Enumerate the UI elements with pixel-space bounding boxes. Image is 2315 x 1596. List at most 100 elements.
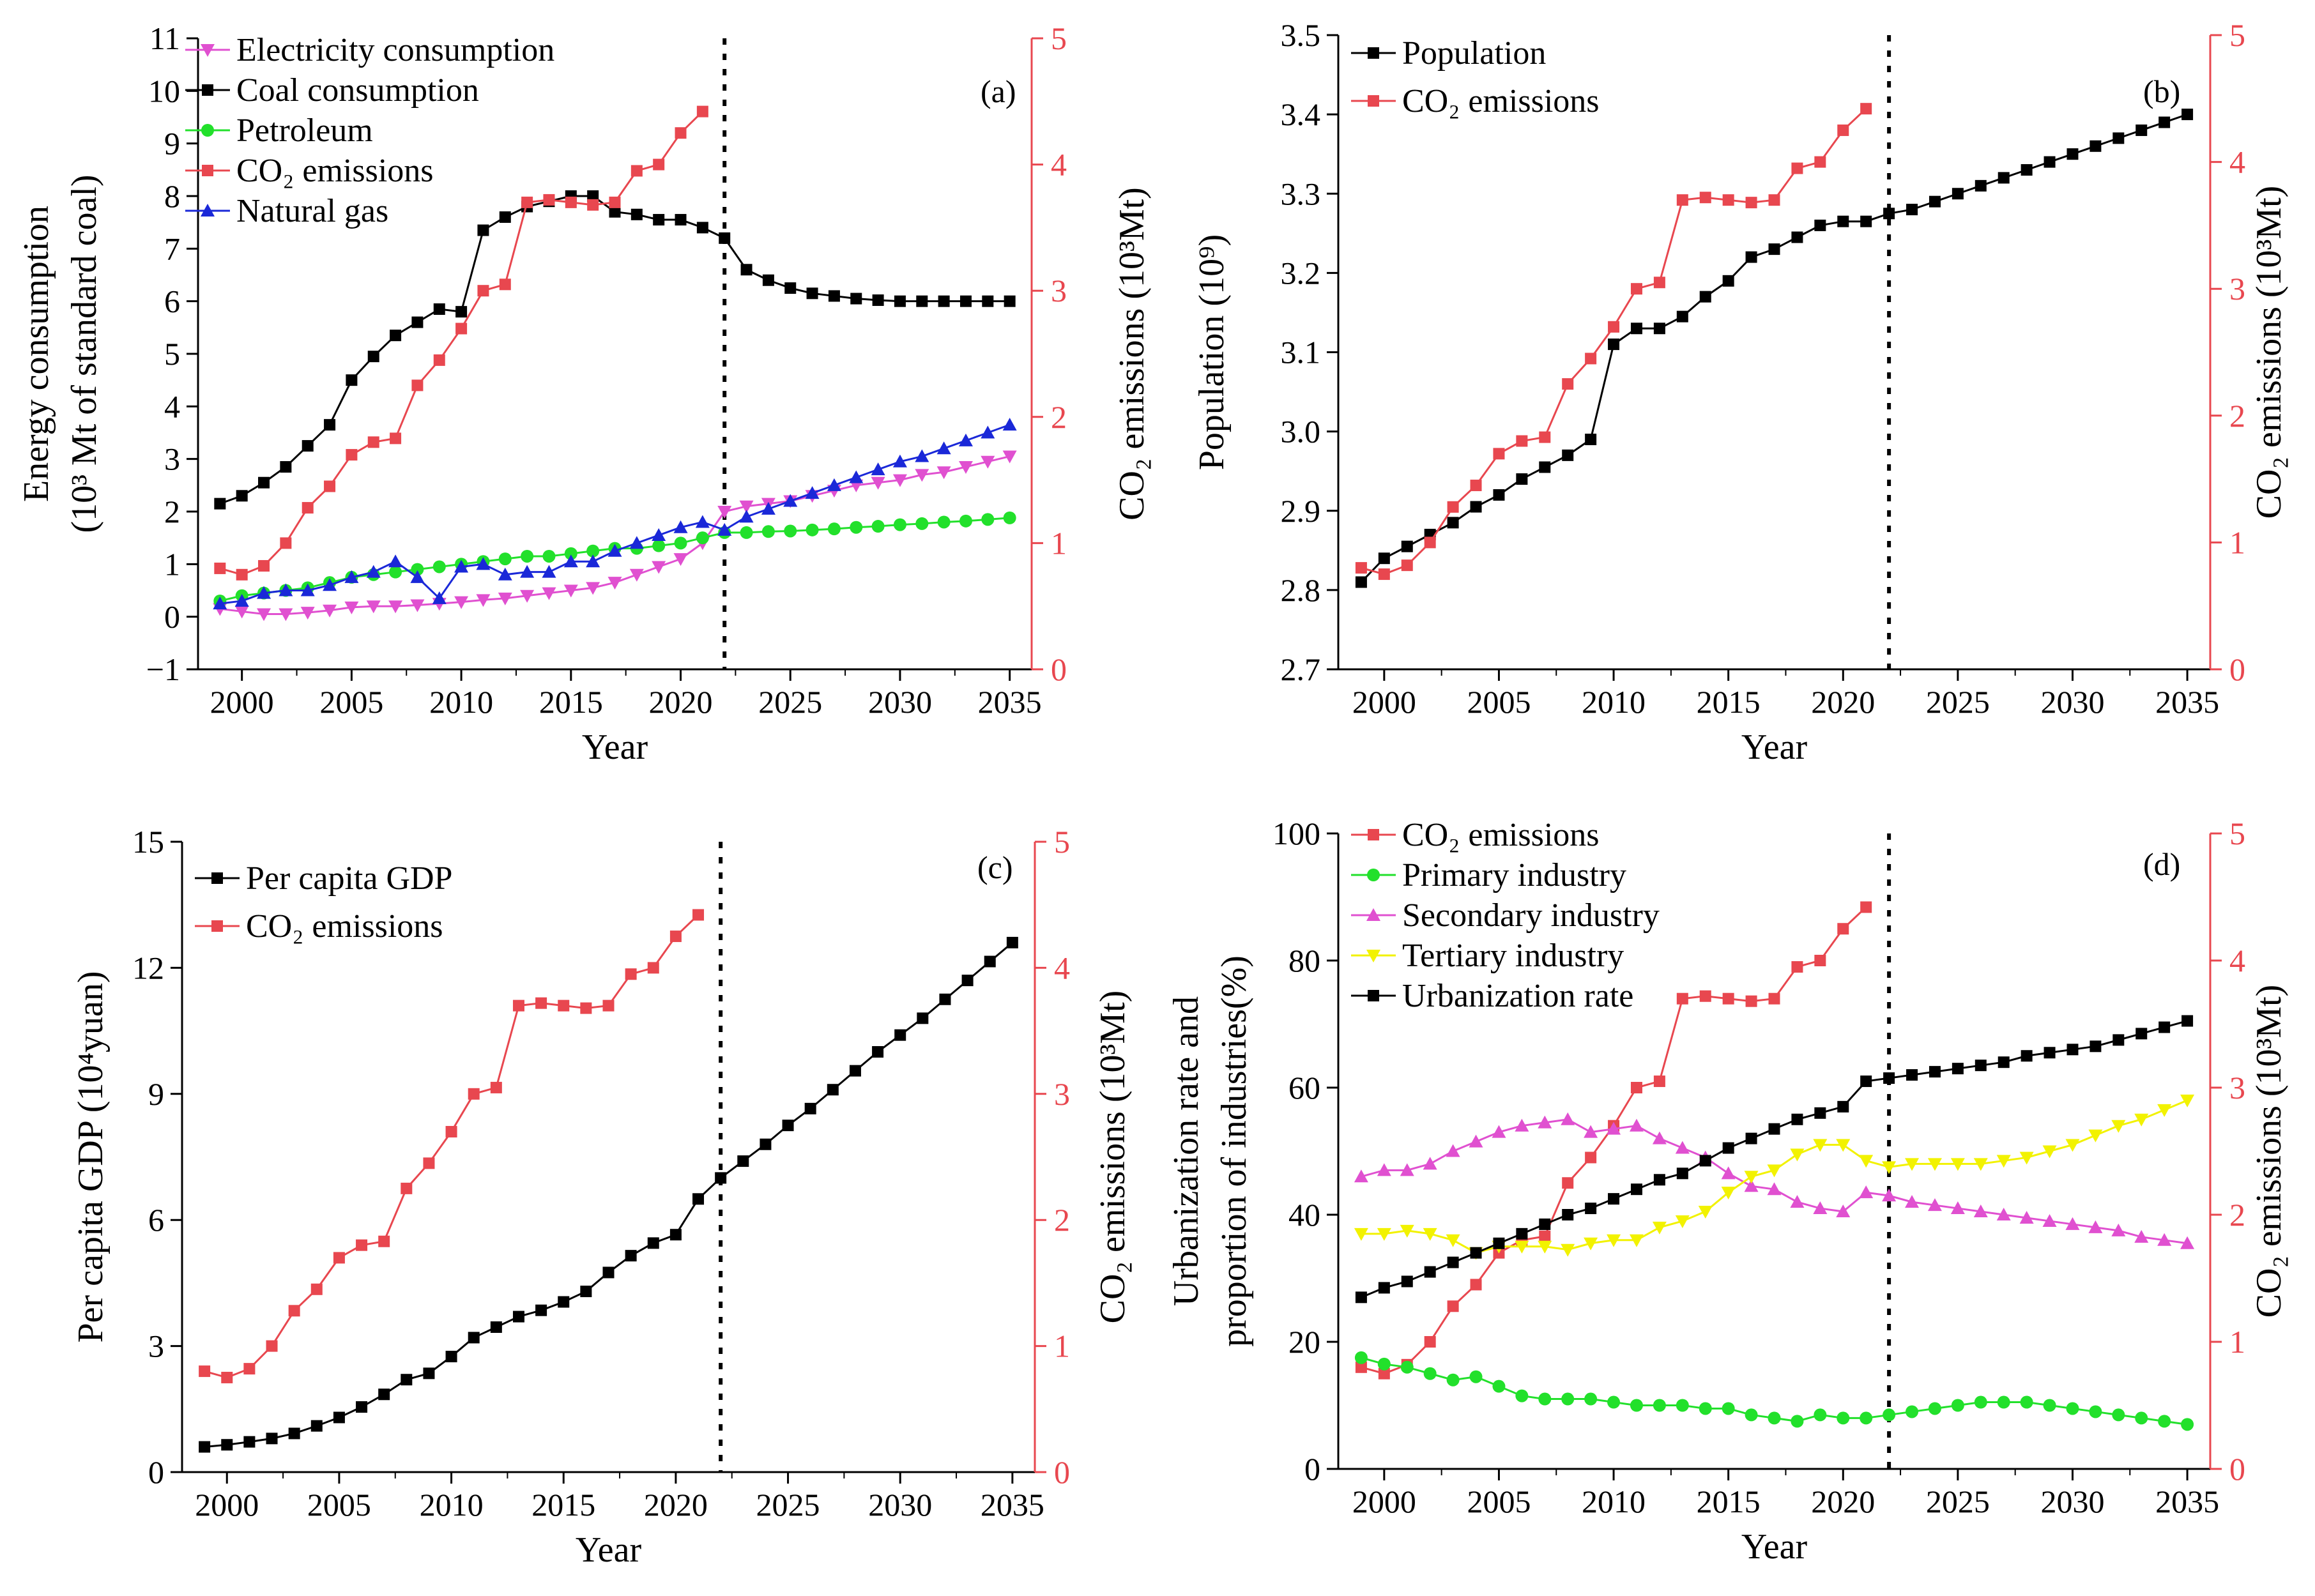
data-point: [1354, 1351, 1368, 1364]
data-point: [719, 232, 731, 244]
y-right-axis-title: CO₂ emissions (10³Mt): [1093, 991, 1133, 1324]
series-urbanization-rate: [1355, 1015, 2194, 1303]
legend-item: Per capita GDP: [195, 860, 452, 897]
data-point: [872, 1046, 884, 1058]
x-tick-label: 2025: [758, 684, 822, 720]
data-point: [558, 999, 570, 1012]
series-electricity-consumption: [213, 450, 1017, 621]
x-tick-label: 2005: [1467, 684, 1531, 720]
data-point: [939, 993, 951, 1005]
data-point: [938, 295, 950, 307]
x-tick-label: 2030: [2040, 684, 2104, 720]
x-tick-label: 2025: [1926, 684, 1990, 720]
data-point: [1492, 1379, 1506, 1393]
data-point: [1767, 1164, 1782, 1178]
data-point: [1836, 1205, 1851, 1218]
x-tick-label: 2010: [420, 1487, 484, 1523]
data-point: [1607, 1234, 1621, 1247]
data-point: [2135, 124, 2148, 136]
y-right-tick-label: 1: [2229, 1324, 2245, 1360]
data-point: [1630, 323, 1642, 335]
series-primary-industry: [1354, 1351, 2194, 1431]
data-point: [280, 461, 292, 473]
data-point: [411, 316, 424, 328]
data-point: [1722, 992, 1734, 1005]
data-point: [564, 547, 577, 560]
legend-item: Primary industry: [1351, 857, 1626, 893]
x-tick-label: 2020: [1811, 1484, 1875, 1519]
x-tick-label: 2030: [868, 1487, 932, 1523]
legend-item: Coal consumption: [185, 72, 479, 109]
data-point: [520, 589, 535, 603]
data-point: [652, 561, 666, 574]
legend-marker: [201, 44, 215, 57]
data-point: [1653, 1174, 1665, 1186]
y-tick-label: 3.0: [1281, 414, 1321, 450]
data-point: [221, 1371, 233, 1383]
data-point: [323, 604, 337, 618]
legend-item: Natural gas: [185, 193, 388, 229]
series-population: [1355, 109, 2194, 588]
data-point: [1928, 1402, 1941, 1415]
data-point: [1791, 231, 1803, 243]
data-point: [1837, 124, 1849, 136]
panel-0: 2000 2005 2010 2015 2020 2025 2030 2035−1012345…: [17, 20, 1152, 767]
data-point: [1516, 435, 1528, 447]
data-point: [1997, 1395, 2010, 1409]
legend-marker: [1368, 829, 1379, 840]
data-point: [1002, 450, 1017, 464]
data-point: [1950, 1201, 1965, 1215]
y-right-tick-label: 2: [1051, 399, 1067, 435]
data-point: [455, 323, 468, 335]
data-point: [234, 605, 249, 619]
data-point: [1791, 961, 1803, 973]
data-point: [739, 500, 754, 513]
data-point: [378, 1235, 390, 1247]
data-point: [739, 510, 754, 523]
data-point: [1400, 1224, 1414, 1238]
data-point: [1469, 1370, 1483, 1383]
data-point: [1653, 323, 1665, 335]
x-tick-label: 2035: [2155, 1484, 2219, 1519]
x-axis-title: Year: [576, 1530, 642, 1570]
data-point: [2181, 109, 2194, 121]
data-point: [1721, 1166, 1736, 1180]
legend-item: Petroleum: [185, 112, 373, 149]
y-right-tick-label: 1: [1051, 525, 1067, 561]
legend-label: Per capita GDP: [246, 860, 452, 897]
data-point: [1883, 1072, 1895, 1084]
y-right-tick-label: 5: [1051, 20, 1067, 56]
x-tick-label: 2000: [1352, 1484, 1416, 1519]
panel-label: (a): [981, 73, 1016, 109]
data-point: [959, 514, 972, 528]
data-point: [653, 158, 665, 171]
data-point: [234, 593, 249, 607]
data-point: [673, 553, 688, 566]
data-point: [221, 1439, 233, 1451]
data-point: [2067, 1044, 2079, 1056]
data-point: [1744, 1179, 1759, 1192]
data-point: [499, 211, 511, 223]
legend-label: Population: [1402, 35, 1546, 72]
data-point: [892, 454, 907, 467]
data-point: [1539, 461, 1551, 473]
y-tick-label: 15: [132, 824, 164, 860]
data-point: [388, 600, 403, 614]
data-point: [477, 224, 489, 236]
data-point: [356, 1401, 368, 1413]
data-point: [806, 523, 819, 536]
data-point: [892, 474, 907, 487]
data-point: [849, 470, 864, 483]
data-point: [1676, 194, 1688, 206]
data-point: [2157, 1104, 2172, 1117]
legend-label: Electricity consumption: [236, 32, 554, 68]
data-point: [696, 531, 709, 545]
data-point: [1699, 1402, 1712, 1415]
data-point: [2044, 1047, 2056, 1059]
x-tick-label: 2030: [2040, 1484, 2104, 1519]
data-point: [521, 196, 533, 208]
data-point: [1354, 1227, 1368, 1241]
data-point: [783, 494, 798, 507]
data-point: [1676, 1167, 1688, 1180]
data-point: [344, 570, 359, 583]
